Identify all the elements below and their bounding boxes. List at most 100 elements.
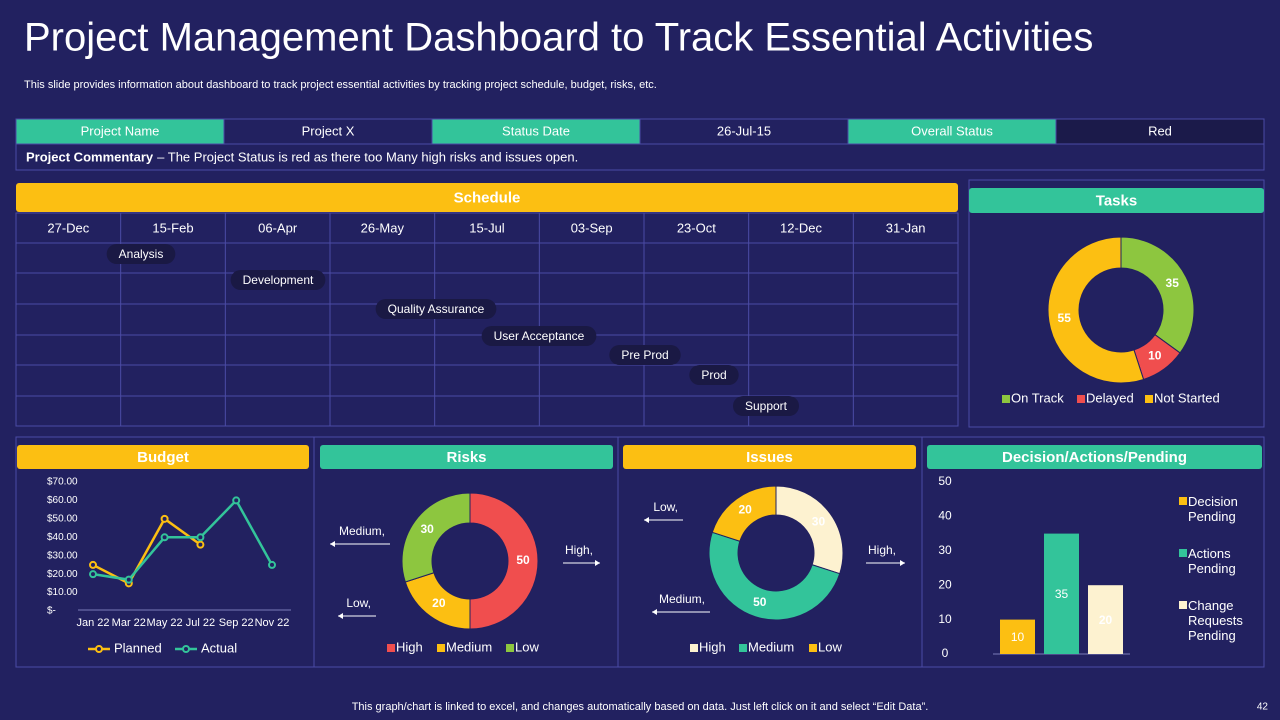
- value-text: Project X: [302, 123, 355, 138]
- arrow-head: [595, 560, 600, 566]
- commentary: – The Project Status is red as there too…: [157, 149, 578, 164]
- panel-header: [16, 183, 958, 212]
- callout-label: Medium,: [339, 524, 385, 538]
- y-tick-label: 30: [938, 543, 952, 557]
- y-tick-label: $60.00: [47, 495, 78, 506]
- subtitle: This slide provides information about da…: [24, 79, 657, 91]
- legend-swatch: [1179, 601, 1187, 609]
- x-tick-label: Jul 22: [186, 617, 215, 629]
- y-tick-label: $-: [47, 606, 56, 617]
- date-label: 26-May: [361, 220, 405, 235]
- series-line: [92, 498, 274, 582]
- task-label: Analysis: [119, 247, 164, 261]
- date-label: 15-Feb: [152, 220, 193, 235]
- y-tick-label: 10: [938, 612, 952, 626]
- panel-title: Budget: [137, 449, 189, 466]
- data-label: 30: [420, 522, 434, 536]
- date-label: 31-Jan: [886, 220, 926, 235]
- legend-label: Medium: [748, 639, 794, 654]
- series-line: [92, 517, 202, 586]
- marker: [268, 560, 276, 569]
- callout-label: High,: [565, 543, 593, 557]
- arrow-head: [330, 541, 335, 547]
- panel-title: Tasks: [1096, 192, 1137, 209]
- data-label: 20: [432, 596, 446, 610]
- bar: [1088, 585, 1123, 654]
- donut-slice: [1047, 236, 1145, 384]
- bar: [1000, 619, 1035, 654]
- commentary-row: [15, 143, 1265, 171]
- data-label: 20: [1099, 613, 1113, 627]
- data-label: 35: [1055, 587, 1069, 601]
- task-pill: [375, 299, 497, 319]
- data-label: 35: [1166, 276, 1180, 290]
- value-text: 26-Jul-15: [717, 123, 771, 138]
- marker: [89, 570, 97, 579]
- panel-header: [17, 445, 309, 469]
- task-label: Prod: [701, 368, 726, 382]
- bottom-panel: [15, 436, 1265, 668]
- callout-label: High,: [868, 543, 896, 557]
- x-tick-label: Jan 22: [76, 617, 109, 629]
- tasks-panel: [968, 179, 1265, 428]
- marker: [124, 575, 133, 584]
- schedule-grid: [15, 212, 959, 427]
- task-label: Development: [243, 273, 314, 287]
- legend-swatch: [1002, 395, 1010, 403]
- legend-label: Medium: [446, 639, 492, 654]
- legend-swatch: [437, 644, 445, 652]
- data-label: 50: [516, 553, 530, 567]
- callout-label: Low,: [653, 500, 678, 514]
- x-tick-label: Nov 22: [255, 617, 290, 629]
- legend-swatch: [690, 644, 698, 652]
- y-tick-label: 20: [938, 577, 952, 591]
- y-tick-label: 0: [942, 646, 949, 660]
- legend-label: Change Requests Pending: [1188, 598, 1243, 643]
- legend-label: Delayed: [1086, 390, 1134, 405]
- legend-label: Decision Pending: [1188, 494, 1238, 524]
- data-label: 55: [1058, 311, 1072, 325]
- legend-label: High: [699, 639, 726, 654]
- legend-label: Actions Pending: [1188, 546, 1236, 576]
- callout-label: Low,: [346, 596, 371, 610]
- y-tick-label: $10.00: [47, 587, 78, 598]
- marker: [160, 533, 169, 542]
- legend-label: Low: [515, 639, 539, 654]
- data-label: 20: [738, 503, 752, 517]
- y-tick-label: $40.00: [47, 532, 78, 543]
- x-tick-label: May 22: [147, 617, 183, 629]
- legend-label: Actual: [201, 640, 237, 655]
- marker: [160, 514, 169, 523]
- y-tick-label: $20.00: [47, 569, 78, 580]
- footer: This graph/chart is linked to excel, and…: [352, 701, 929, 713]
- marker: [196, 533, 205, 542]
- legend-swatch: [1077, 395, 1085, 403]
- y-tick-label: $70.00: [47, 477, 78, 488]
- panel-title: Schedule: [454, 189, 521, 206]
- task-pill: [106, 244, 176, 264]
- donut-slice: [708, 531, 841, 621]
- legend-swatch: [809, 644, 817, 652]
- task-pill: [689, 365, 739, 385]
- legend-swatch: [1179, 549, 1187, 557]
- legend-swatch: [1179, 497, 1187, 505]
- donut-slice: [469, 492, 539, 630]
- date-label: 15-Jul: [469, 220, 505, 235]
- panel-header: [969, 188, 1264, 213]
- bar: [1044, 533, 1079, 654]
- legend-marker: [182, 645, 190, 653]
- legend-label: Planned: [114, 640, 162, 655]
- legend-swatch: [1145, 395, 1153, 403]
- panel-header: [623, 445, 916, 469]
- task-pill: [481, 326, 597, 346]
- value-cell: [223, 118, 433, 145]
- y-tick-label: $30.00: [47, 550, 78, 561]
- label-text: Overall Status: [911, 123, 993, 138]
- date-label: 12-Dec: [780, 220, 822, 235]
- legend-swatch: [506, 644, 514, 652]
- marker: [89, 560, 97, 569]
- panel-header: [320, 445, 613, 469]
- donut-slice: [775, 485, 844, 575]
